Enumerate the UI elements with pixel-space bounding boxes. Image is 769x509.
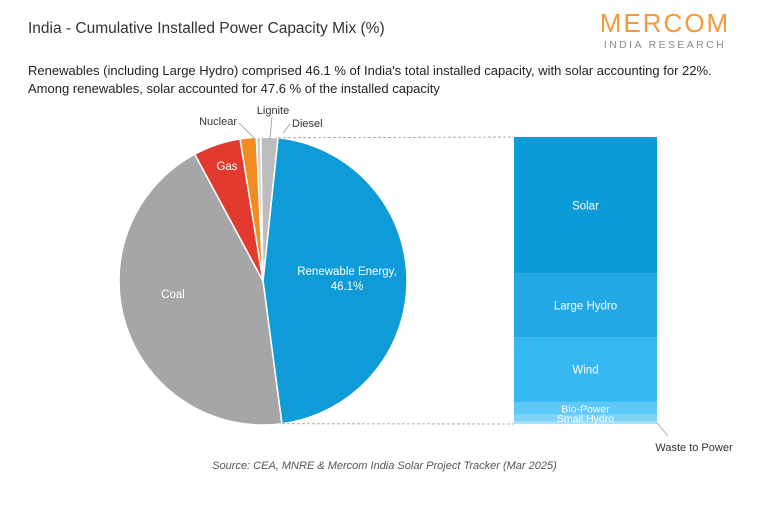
- leader-line-nuclear: [238, 122, 256, 140]
- bar-segment-bio-power: [514, 401, 657, 415]
- chart-subtitle: Renewables (including Large Hydro) compr…: [28, 62, 758, 98]
- pie-label-diesel: Diesel: [292, 118, 323, 130]
- bar-label-solar: Solar: [572, 200, 599, 212]
- chart-title: India - Cumulative Installed Power Capac…: [28, 20, 385, 37]
- chart-source: Source: CEA, MNRE & Mercom India Solar P…: [212, 460, 557, 472]
- subtitle-line-1: Renewables (including Large Hydro) compr…: [28, 63, 712, 78]
- bar-segment-small-hydro: [514, 414, 657, 422]
- bar-label-small-hydro: Small Hydro: [557, 413, 614, 425]
- logo-wordmark: MERCOM: [599, 8, 731, 38]
- pie-label-gas: Gas: [216, 161, 237, 173]
- bar-segment-large-hydro: [514, 273, 657, 338]
- bar-label-waste-to-power: Waste to Power: [655, 442, 733, 454]
- bar-label-bio-power: Bio-Power: [561, 403, 610, 415]
- pie-label-renewable-energy: Renewable Energy, 46.1%: [297, 266, 397, 293]
- bar-segment-solar: [514, 137, 657, 274]
- pie-label-nuclear: Nuclear: [199, 116, 237, 128]
- pie-slice-renewable-energy: [262, 136, 408, 425]
- bar-segment-wind: [514, 337, 657, 402]
- mercom-logo: MERCOM INDIA RESEARCH: [590, 8, 740, 52]
- bar-label-large-hydro: Large Hydro: [554, 300, 617, 312]
- leader-line-diesel: [282, 123, 291, 134]
- pie-slice-coal: [118, 153, 283, 426]
- connector-line-top: [278, 136, 515, 139]
- logo-subtext: INDIA RESEARCH: [603, 39, 727, 51]
- subtitle-line-2: Among renewables, solar accounted for 47…: [28, 81, 440, 96]
- leader-line-waste-to-power: [656, 422, 669, 437]
- bar-label-wind: Wind: [572, 365, 598, 377]
- pie-slice-diesel: [260, 136, 279, 282]
- bar-segment-waste-to-power: [514, 421, 657, 424]
- leader-line-lignite: [269, 116, 273, 140]
- pie-label-lignite: Lignite: [257, 105, 289, 117]
- pie-label-coal: Coal: [161, 289, 185, 301]
